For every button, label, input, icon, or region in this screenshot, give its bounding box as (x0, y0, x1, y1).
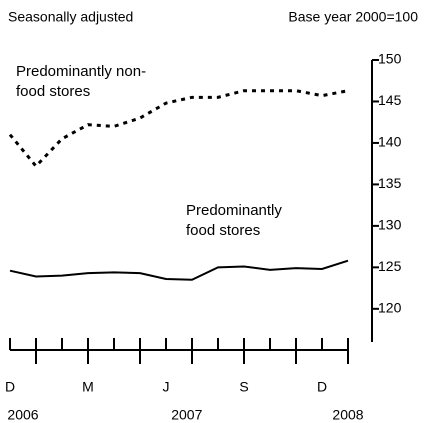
x-year-label: 2008 (332, 407, 363, 423)
x-tick-label: S (239, 379, 248, 395)
y-tick-label: 150 (378, 51, 402, 67)
series-line (8, 89, 349, 169)
y-tick-label: 130 (378, 217, 402, 233)
y-tick-label: 125 (378, 258, 402, 274)
y-tick-label: 135 (378, 175, 402, 191)
x-tick-label: D (317, 379, 327, 395)
series-annotation: Predominantly food stores (186, 202, 282, 239)
x-tick-label: J (163, 379, 170, 395)
y-tick-label: 120 (378, 300, 402, 316)
chart-title: Base year 2000=100 (288, 9, 418, 25)
x-tick-label: D (5, 379, 15, 395)
y-tick-label: 145 (378, 92, 402, 108)
x-year-label: 2007 (171, 407, 202, 423)
x-year-label: 2006 (7, 407, 38, 423)
x-tick-label: M (82, 379, 94, 395)
y-tick-label: 140 (378, 134, 402, 150)
series-line (9, 259, 349, 281)
series-annotation: Predominantly non-food stores (16, 63, 147, 100)
chart-subtitle: Seasonally adjusted (8, 9, 133, 25)
